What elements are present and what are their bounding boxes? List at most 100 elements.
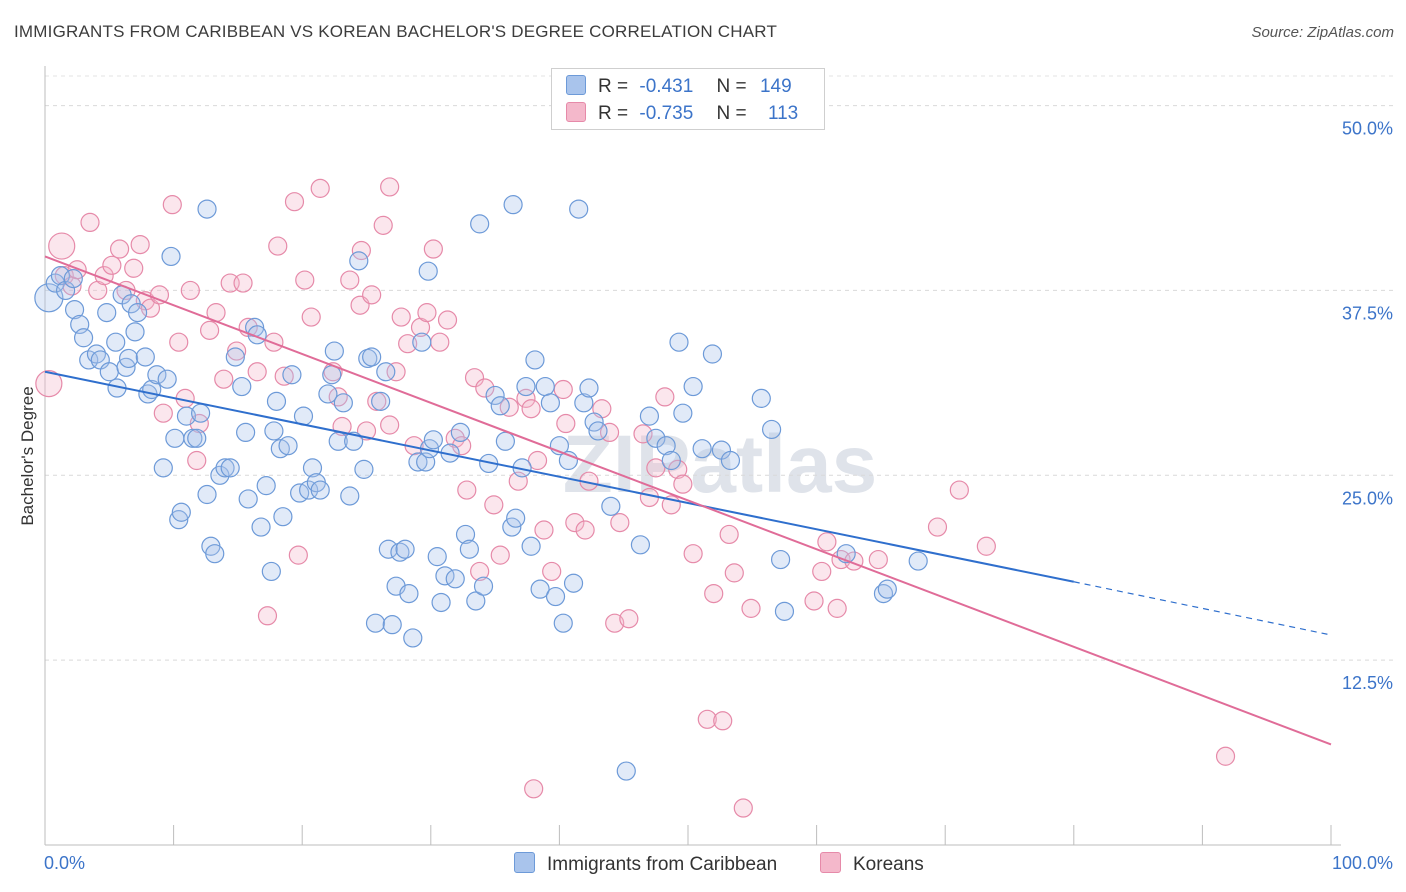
caribbean-point [205,544,225,564]
korean-point [153,403,173,423]
caribbean-point [445,569,465,589]
bottom-legend-swatch-caribbean [514,852,535,873]
korean-point [417,303,437,323]
korean-point [274,366,294,386]
caribbean-point [197,484,217,505]
korean-point [80,212,100,233]
source-label: Source: ZipAtlas.com [1251,24,1394,41]
korean-point [457,480,477,500]
caribbean-point [127,303,148,323]
korean-point [200,320,220,340]
caribbean-point [236,422,256,443]
caribbean-point [412,332,432,352]
korean-point [310,178,330,198]
korean-point [423,239,443,259]
korean-point [268,236,288,256]
caribbean-point [125,322,145,342]
caribbean-point [333,393,353,413]
caribbean-point [215,458,235,478]
korean-point [430,332,450,352]
caribbean-point [118,348,139,369]
bottom-legend-label-caribbean: Immigrants from Caribbean [547,854,778,875]
korean-point [655,387,675,407]
caribbean-point [106,332,126,352]
caribbean-point [197,199,217,219]
caribbean-point [545,586,566,607]
caribbean-point [516,376,536,397]
caribbean-point [395,539,415,559]
caribbean-point [761,419,782,440]
bottom-legend-caribbean: Immigrants from Caribbean [514,852,777,876]
caribbean-point [153,458,173,478]
legend-n-value-koreans: 113 [767,103,799,124]
korean-point [373,215,393,235]
y-tick-label: 25.0% [1342,488,1393,508]
caribbean-point [683,376,703,397]
caribbean-point [601,496,621,516]
korean-point [741,598,761,618]
caribbean-point [495,431,515,451]
korean-point [804,591,824,611]
korean-point [288,545,308,565]
caribbean-point [378,539,398,559]
korean-point [827,598,847,618]
axes [44,66,1341,846]
caribbean-point [161,246,181,267]
caribbean-point [418,261,438,281]
korean-point [639,487,660,508]
watermark: ZIPatlas [563,419,877,510]
caribbean-point [408,452,428,472]
korean-point [247,362,267,382]
chart-title: IMMIGRANTS FROM CARIBBEAN VS KOREAN BACH… [14,22,778,41]
caribbean-point [376,362,396,382]
korean-point [398,334,418,354]
korean-point [162,195,182,215]
korean-point [233,273,253,293]
korean-point [187,450,207,471]
korean-point [264,332,284,352]
trend-lines [44,255,1332,746]
caribbean-point [169,510,189,530]
caribbean-point [485,385,505,406]
caribbean-point [450,422,470,443]
caribbean-point [390,542,410,562]
korean-point [437,310,458,330]
korean-point [214,369,234,389]
caribbean-point [256,476,276,496]
caribbean-point [278,436,298,456]
caribbean-point [774,601,795,621]
caribbean-point [692,439,712,459]
bottom-legend-koreans: Koreans [820,852,924,876]
korean-point [575,520,595,540]
caribbean-point [616,761,636,781]
korean-point [542,561,562,582]
caribbean-trend-line [44,370,1075,583]
korean-point [697,709,717,729]
tick-labels: 12.5% 25.0% 37.5% 50.0% 0.0% 100.0% [44,119,1393,873]
legend-n-label: N = [716,103,747,124]
korean-point [646,458,666,478]
caribbean-points [34,195,928,781]
caribbean-point [521,536,541,556]
caribbean-trend-extension [1073,581,1332,636]
caribbean-point [669,332,689,352]
korean-point [610,513,630,533]
caribbean-point [470,214,490,234]
caribbean-point [232,376,252,397]
legend-row-koreans: R = -0.735 N = 113 [566,102,798,126]
korean-point [633,424,653,444]
caribbean-point [588,421,608,441]
caribbean-point [273,507,293,527]
grid-lines [45,75,1393,661]
caribbean-point [490,396,510,416]
caribbean-point [673,403,693,423]
caribbean-point [318,384,338,404]
caribbean-point [63,269,83,289]
korean-point [719,524,739,545]
caribbean-point [310,480,330,500]
korean-trend-line [44,255,1332,746]
korean-point [704,583,724,604]
korean-point [817,532,837,552]
legend-n-label: N = [716,76,747,97]
